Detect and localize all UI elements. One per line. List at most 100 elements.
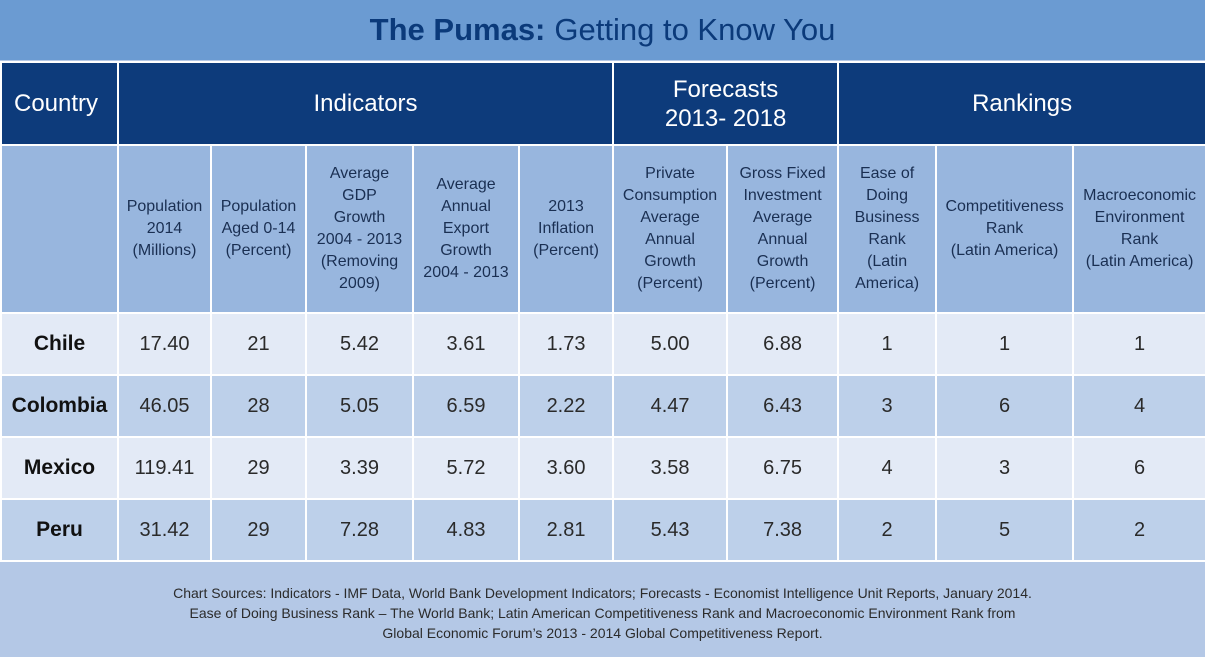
table-cell: 4.47	[612, 374, 729, 438]
rankings-group-header: Rankings	[837, 61, 1205, 146]
table-cell: 3	[935, 436, 1075, 500]
private-consumption-header: Private Consumption Average Annual Growth (Pe…	[612, 144, 729, 314]
table-body: Chile 17.40 21 5.42 3.61 1.73 5.00 6.88 1 1 1 Colom…	[0, 312, 1205, 562]
gross-fixed-investment-header: Gross Fixed Investment Average Annual Growth…	[726, 144, 840, 314]
column-header-line: Average	[640, 209, 700, 226]
column-header-line: 2014	[146, 220, 183, 237]
column-header-line: (Percent)	[749, 275, 816, 292]
table-cell: 28	[210, 374, 307, 438]
table-cell: 4	[1072, 374, 1205, 438]
competitiveness-rank-header: Competitiveness Rank (Latin America)	[935, 144, 1075, 314]
column-header-line: Private	[645, 165, 695, 182]
country-cell: Mexico	[0, 436, 119, 500]
table-cell: 7.28	[305, 498, 414, 562]
column-header-line: (Latin America)	[1085, 253, 1194, 270]
table-cell: 3.39	[305, 436, 414, 500]
column-header-line: Ease of	[859, 165, 915, 182]
table-cell: 3.58	[612, 436, 729, 500]
column-header-line: (Removing	[320, 253, 399, 270]
source-line: Chart Sources: Indicators - IMF Data, Wo…	[173, 584, 1032, 601]
table-cell: 2	[1072, 498, 1205, 562]
table-row: Chile 17.40 21 5.42 3.61 1.73 5.00 6.88 1 1 1	[0, 312, 1205, 376]
table-cell: 6.43	[726, 374, 840, 438]
chart-sources: Chart Sources: Indicators - IMF Data, Wo…	[0, 568, 1205, 657]
table-cell: 29	[210, 498, 307, 562]
table-cell: 2.22	[517, 374, 615, 438]
table-cell: 3.60	[517, 436, 615, 500]
table-cell: 5.72	[412, 436, 520, 500]
table-cell: 4.83	[412, 498, 520, 562]
country-subheader-blank	[0, 144, 119, 314]
column-header-line: Annual	[645, 231, 695, 248]
country-cell: Colombia	[0, 374, 119, 438]
column-header-line: Export	[442, 220, 490, 237]
column-header-line: (Percent)	[225, 242, 292, 259]
column-header-line: Average	[752, 209, 813, 226]
forecasts-header-line2: 2013- 2018	[664, 104, 787, 132]
table-cell: 5.05	[305, 374, 414, 438]
indicators-group-header: Indicators	[116, 61, 615, 146]
ease-of-doing-business-header: Ease of Doing Business Rank (Latin America)	[837, 144, 938, 314]
inflation-2013-header: 2013 Inflation (Percent)	[517, 144, 615, 314]
column-header-line: Growth	[333, 209, 386, 226]
column-header-line: (Millions)	[132, 242, 197, 259]
title-bar: The Pumas: Getting to Know You	[0, 0, 1205, 60]
column-header-line: Population	[220, 198, 297, 215]
avg-export-growth-header: Average Annual Export Growth 2004 - 2013	[412, 144, 520, 314]
table-cell: 6.75	[726, 436, 840, 500]
table-cell: 2.81	[517, 498, 615, 562]
column-header-line: 2009)	[339, 275, 380, 292]
table-cell: 21	[210, 312, 307, 376]
source-line: Ease of Doing Business Rank – The World …	[189, 604, 1016, 621]
column-header-line: 2004 - 2013	[423, 264, 509, 281]
title-light: Getting to Know You	[554, 12, 836, 47]
column-header-line: Population	[126, 198, 203, 215]
country-cell: Peru	[0, 498, 119, 562]
table-cell: 46.05	[117, 374, 212, 438]
column-header-line: Doing	[866, 187, 908, 204]
table-row: Mexico 119.41 29 3.39 5.72 3.60 3.58 6.75 4 3 6	[0, 436, 1205, 500]
table-cell: 6.88	[726, 312, 840, 376]
column-header-line: Rank	[985, 220, 1024, 237]
avg-gdp-growth-header: Average GDP Growth 2004 - 2013 (Removing 2009…	[305, 144, 414, 314]
table-row: Colombia 46.05 28 5.05 6.59 2.22 4.47 6.43 3 6 4	[0, 374, 1205, 438]
source-line: Global Economic Forum’s 2013 - 2014 Glob…	[382, 624, 823, 641]
column-header-line: Average	[436, 176, 496, 193]
column-header-line: Competitiveness	[945, 198, 1064, 215]
table-cell: 5.42	[305, 312, 414, 376]
column-header-line: Growth	[756, 253, 809, 270]
column-header-line: GDP	[342, 187, 377, 204]
column-header-line: America)	[855, 275, 920, 292]
column-header-line: Rank	[1120, 231, 1159, 248]
table-cell: 1.73	[517, 312, 615, 376]
column-header-line: Growth	[644, 253, 696, 270]
column-header-line: Consumption	[622, 187, 718, 204]
column-header-line: (Latin America)	[950, 242, 1059, 259]
table-cell: 6.59	[412, 374, 520, 438]
population-2014-header: Population 2014 (Millions)	[117, 144, 212, 314]
pumas-table: Country Indicators Forecasts 2013- 2018 …	[0, 61, 1205, 562]
table-cell: 3.61	[412, 312, 520, 376]
column-header-line: (Latin	[867, 253, 908, 270]
column-header-line: Environment	[1094, 209, 1185, 226]
column-header-line: Growth	[440, 242, 492, 259]
column-header-line: Rank	[868, 231, 906, 248]
group-header-row: Country Indicators Forecasts 2013- 2018 …	[0, 61, 1205, 146]
country-cell: Chile	[0, 312, 119, 376]
column-header-line: Inflation	[538, 220, 595, 237]
table-cell: 6	[1072, 436, 1205, 500]
table-cell: 31.42	[117, 498, 212, 562]
table-cell: 1	[1072, 312, 1205, 376]
column-header-line: Investment	[743, 187, 822, 204]
table-cell: 3	[837, 374, 938, 438]
column-header-line: Aged 0-14	[221, 220, 296, 237]
table-cell: 7.38	[726, 498, 840, 562]
table-cell: 1	[837, 312, 938, 376]
column-header-line: 2004 - 2013	[316, 231, 403, 248]
column-header-line: Annual	[757, 231, 808, 248]
table-cell: 17.40	[117, 312, 212, 376]
table-cell: 6	[935, 374, 1075, 438]
table-cell: 119.41	[117, 436, 212, 500]
table-cell: 29	[210, 436, 307, 500]
